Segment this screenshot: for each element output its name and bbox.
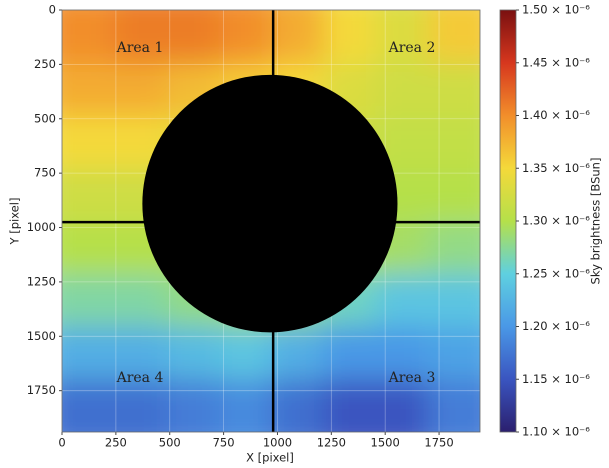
y-tick-label: 1000 bbox=[27, 220, 56, 234]
heat-cell bbox=[62, 115, 116, 170]
y-tick-label: 1500 bbox=[27, 329, 56, 343]
heat-cell bbox=[427, 326, 480, 381]
heat-cell bbox=[375, 62, 429, 117]
x-tick-label: 250 bbox=[105, 436, 127, 450]
heat-cell bbox=[114, 273, 168, 328]
colorbar-tick-label: 1.40 × 10⁻⁶ bbox=[522, 108, 590, 122]
y-tick-label: 0 bbox=[49, 3, 56, 17]
heat-cell bbox=[271, 10, 325, 64]
colorbar-tick-label: 1.50 × 10⁻⁶ bbox=[522, 3, 590, 17]
heat-cell bbox=[427, 62, 480, 117]
heat-cell bbox=[62, 273, 116, 328]
heat-cell bbox=[323, 379, 377, 432]
colorbar-tick-label: 1.20 × 10⁻⁶ bbox=[522, 319, 590, 333]
heat-cell bbox=[114, 379, 168, 432]
heat-cell bbox=[271, 326, 325, 381]
heat-cell bbox=[323, 10, 377, 64]
heat-cell bbox=[427, 221, 480, 275]
colorbar bbox=[499, 9, 517, 433]
heat-cell bbox=[427, 10, 480, 64]
heat-cell bbox=[114, 62, 168, 117]
heatmap bbox=[62, 10, 480, 432]
heat-cell bbox=[427, 168, 480, 222]
x-tick-label: 500 bbox=[159, 436, 181, 450]
heat-cell bbox=[427, 273, 480, 328]
y-tick-label: 1250 bbox=[27, 274, 56, 288]
area-label: Area 2 bbox=[388, 40, 436, 56]
colorbar-tick-label: 1.10 × 10⁻⁶ bbox=[522, 425, 590, 439]
y-tick-label: 750 bbox=[34, 166, 56, 180]
y-tick-label: 250 bbox=[34, 57, 56, 71]
heat-cell bbox=[323, 326, 377, 381]
heat-cell bbox=[62, 168, 116, 222]
heat-cell bbox=[271, 379, 325, 432]
x-axis-label: X [pixel] bbox=[246, 451, 294, 465]
colorbar-tick-label: 1.35 × 10⁻⁶ bbox=[522, 161, 590, 175]
heat-cell bbox=[62, 326, 116, 381]
heat-cell bbox=[114, 10, 168, 64]
heat-cell bbox=[62, 221, 116, 275]
area-label: Area 3 bbox=[388, 370, 436, 386]
x-tick-label: 750 bbox=[213, 436, 235, 450]
heat-cell bbox=[166, 326, 220, 381]
heat-cell bbox=[375, 326, 429, 381]
heat-cell bbox=[375, 273, 429, 328]
heat-cell bbox=[218, 326, 272, 381]
x-tick-label: 0 bbox=[58, 436, 65, 450]
colorbar-tick-label: 1.30 × 10⁻⁶ bbox=[522, 214, 590, 228]
heat-cell bbox=[427, 379, 480, 432]
y-tick-label: 500 bbox=[34, 111, 56, 125]
colorbar-tick-label: 1.25 × 10⁻⁶ bbox=[522, 266, 590, 280]
heat-cell bbox=[218, 379, 272, 432]
heat-cell bbox=[375, 379, 429, 432]
heat-cell bbox=[427, 115, 480, 170]
heat-cell bbox=[218, 10, 272, 64]
x-tick-label: 1000 bbox=[263, 436, 292, 450]
heat-cell bbox=[62, 62, 116, 117]
occulting-disk bbox=[142, 74, 398, 333]
heat-cell bbox=[62, 379, 116, 432]
colorbar-label: Sky brightness [BSun] bbox=[589, 158, 603, 285]
heat-cell bbox=[166, 10, 220, 64]
x-tick-label: 1500 bbox=[371, 436, 400, 450]
area-label: Area 4 bbox=[116, 370, 164, 386]
heat-cell bbox=[62, 10, 116, 64]
colorbar-tick-label: 1.15 × 10⁻⁶ bbox=[522, 372, 590, 386]
heat-cell bbox=[166, 379, 220, 432]
x-tick-label: 1750 bbox=[424, 436, 453, 450]
heat-cell bbox=[114, 326, 168, 381]
plot-frame bbox=[61, 9, 481, 433]
heat-cell bbox=[375, 10, 429, 64]
colorbar-tick-label: 1.45 × 10⁻⁶ bbox=[522, 55, 590, 69]
area-label: Area 1 bbox=[116, 40, 164, 56]
x-tick-label: 1250 bbox=[317, 436, 346, 450]
y-tick-label: 1750 bbox=[27, 383, 56, 397]
y-axis-label: Y [pixel] bbox=[8, 198, 22, 246]
